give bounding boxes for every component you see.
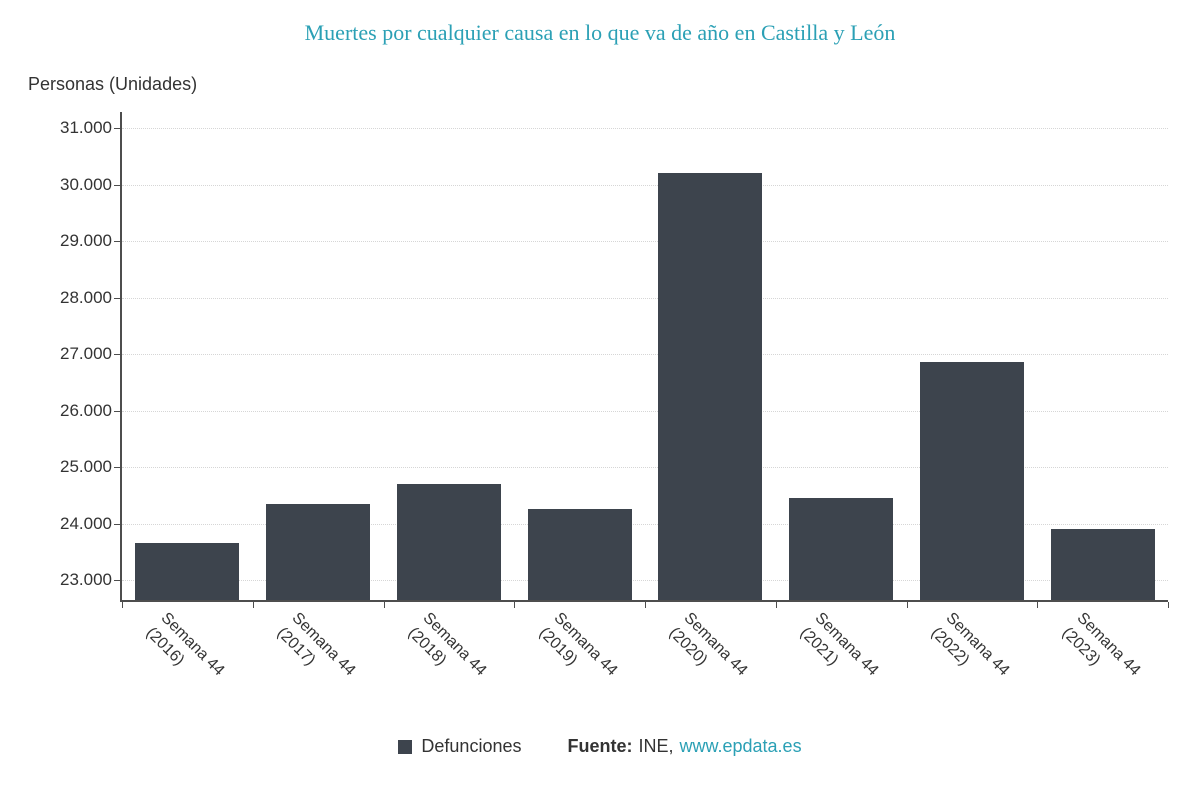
grid-line: [122, 580, 1168, 581]
x-axis-label: Semana 44 (2022): [926, 608, 1014, 696]
y-tick-label: 28.000: [60, 287, 112, 307]
grid-line: [122, 128, 1168, 129]
source-publisher: INE,: [638, 736, 674, 756]
bar[interactable]: [396, 483, 501, 600]
bar[interactable]: [266, 503, 371, 600]
legend-item-defunciones[interactable]: Defunciones: [398, 736, 521, 757]
bar[interactable]: [1050, 529, 1155, 600]
y-tick-label: 30.000: [60, 174, 112, 194]
x-tick-mark: [514, 602, 516, 608]
source-link[interactable]: www.epdata.es: [679, 736, 802, 756]
x-axis-label: Semana 44 (2018): [403, 608, 491, 696]
grid-line: [122, 523, 1168, 525]
legend-swatch-icon: [398, 739, 413, 754]
x-axis-label: Semana 44 (2016): [142, 608, 230, 696]
legend-row: Defunciones Fuente: INE, www.epdata.es: [0, 736, 1200, 757]
x-axis-label: Semana 44 (2023): [1057, 608, 1145, 696]
x-tick-mark: [383, 602, 385, 608]
y-tick-mark: [114, 184, 122, 186]
x-axis-label: Semana 44 (2020): [665, 608, 753, 696]
y-tick-label: 23.000: [60, 570, 112, 589]
y-tick-label: 26.000: [60, 400, 112, 420]
grid-line: [122, 410, 1168, 412]
y-tick-mark: [114, 523, 122, 525]
y-tick-mark: [114, 297, 122, 299]
x-tick-mark: [645, 602, 646, 608]
y-tick-mark: [114, 128, 122, 129]
grid-line: [122, 241, 1168, 242]
x-tick-mark: [122, 602, 123, 608]
y-tick-label: 31.000: [60, 118, 112, 137]
x-tick-mark: [1037, 602, 1039, 608]
x-tick-mark: [1168, 602, 1169, 608]
y-axis-title: Personas (Unidades): [28, 74, 198, 94]
grid-line: [122, 297, 1168, 299]
legend-label: Defunciones: [421, 736, 522, 756]
source-prefix: Fuente:: [567, 736, 633, 756]
y-axis-line: [120, 112, 122, 602]
y-tick-label: 29.000: [60, 231, 112, 250]
grid-line: [122, 184, 1168, 186]
chart-title: Muertes por cualquier causa en lo que va…: [304, 20, 896, 45]
bar[interactable]: [527, 509, 632, 600]
x-axis-label: Semana 44 (2019): [534, 608, 622, 696]
y-tick-label: 24.000: [60, 513, 112, 533]
x-axis-label: Semana 44 (2017): [272, 608, 360, 696]
y-tick-label: 27.000: [60, 344, 112, 363]
grid-line: [122, 354, 1168, 355]
x-axis-line: [120, 600, 1168, 602]
bar[interactable]: [919, 362, 1024, 600]
y-tick-mark: [114, 410, 122, 412]
x-tick-mark: [252, 602, 254, 608]
y-tick-mark: [114, 467, 122, 468]
x-tick-mark: [775, 602, 777, 608]
grid-line: [122, 467, 1168, 468]
y-tick-mark: [114, 354, 122, 355]
source-line: Fuente: INE, www.epdata.es: [567, 736, 801, 757]
y-tick-label: 25.000: [60, 457, 112, 476]
bar[interactable]: [135, 543, 240, 600]
y-tick-mark: [114, 580, 122, 581]
bar[interactable]: [789, 498, 894, 600]
bar[interactable]: [658, 173, 763, 600]
x-tick-mark: [906, 602, 908, 608]
x-axis-label: Semana 44 (2021): [795, 608, 883, 696]
y-tick-mark: [114, 241, 122, 242]
